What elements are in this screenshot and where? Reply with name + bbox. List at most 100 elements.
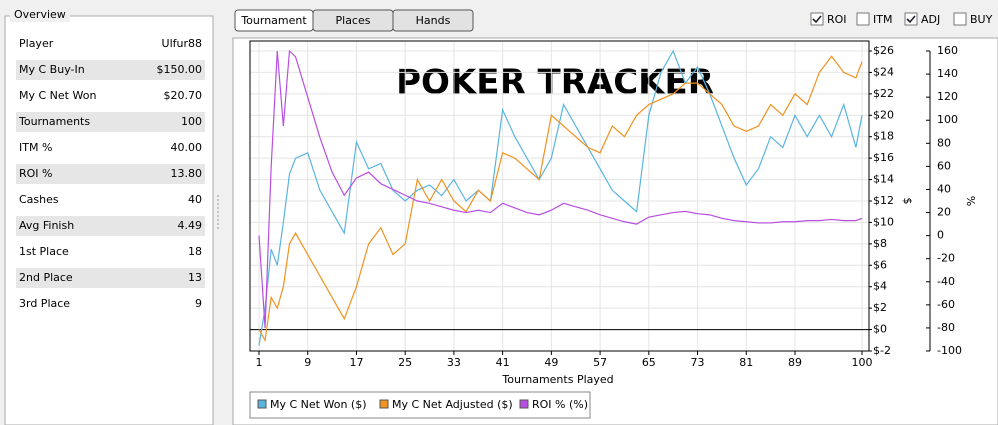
x-tick-label: 1 [256, 356, 263, 369]
x-tick-label: 89 [788, 356, 802, 369]
checkbox[interactable] [810, 12, 824, 26]
row-label: ITM % [19, 141, 52, 154]
check-mark[interactable] [812, 15, 822, 24]
y2-tick-label: 80 [937, 136, 951, 149]
legend-box [249, 391, 591, 419]
x-tick-label: 33 [447, 356, 461, 369]
tab-label[interactable]: Places [336, 14, 371, 27]
series-line [258, 49, 863, 346]
row-label: Avg Finish [19, 219, 74, 232]
y-tick-label: $22 [873, 87, 894, 100]
chart-panel [232, 37, 998, 425]
row-value: 9 [195, 297, 202, 310]
y-tick-label: $14 [873, 173, 894, 186]
tab-label[interactable]: Hands [416, 14, 451, 27]
row-label: ROI % [19, 167, 53, 180]
row-label: Player [19, 37, 54, 50]
x-tick-label: 49 [544, 356, 558, 369]
legend-swatch [257, 399, 267, 409]
row-label: 2nd Place [19, 271, 73, 284]
row-value: 40 [188, 193, 202, 206]
legend-label: My C Net Won ($) [270, 398, 367, 411]
y-tick-label: $2 [873, 301, 887, 314]
legend-swatch [519, 399, 529, 409]
row-bg [16, 268, 205, 288]
row-value: $20.70 [164, 89, 203, 102]
checkbox[interactable] [856, 12, 870, 26]
x-tick-label: 65 [642, 356, 656, 369]
y-tick-label: $-2 [873, 344, 891, 357]
x-tick-label: 81 [739, 356, 753, 369]
y2-tick-label: -60 [937, 298, 955, 311]
checkbox[interactable] [904, 12, 918, 26]
y2-tick-label: 20 [937, 206, 951, 219]
row-bg [16, 60, 205, 80]
series-line [258, 55, 863, 343]
row-value: 40.00 [171, 141, 203, 154]
check-mark[interactable] [906, 15, 916, 24]
legend-label: ROI % (%) [532, 398, 588, 411]
y-tick-label: $26 [873, 44, 894, 57]
x-tick-label: 25 [398, 356, 412, 369]
y2-tick-label: 140 [937, 67, 958, 80]
checkbox-label[interactable]: ADJ [921, 13, 940, 26]
row-value: 18 [188, 245, 202, 258]
row-bg [16, 112, 205, 132]
y2-tick-label: 160 [937, 44, 958, 57]
y2-tick-label: 60 [937, 159, 951, 172]
row-label: My C Buy-In [19, 63, 85, 76]
y-tick-label: $8 [873, 237, 887, 250]
y2-axis-label: % [964, 196, 977, 206]
row-label: Tournaments [18, 115, 90, 128]
x-tick-label: 57 [593, 356, 607, 369]
tab-label[interactable]: Tournament [240, 14, 307, 27]
y-tick-label: $16 [873, 151, 894, 164]
y2-tick-label: -40 [937, 275, 955, 288]
row-value: Ulfur88 [162, 37, 202, 50]
checkbox-label[interactable]: ROI [827, 13, 847, 26]
y-tick-label: $24 [873, 65, 894, 78]
y-tick-label: $6 [873, 258, 887, 271]
x-tick-label: 73 [691, 356, 705, 369]
y-tick-label: $4 [873, 280, 887, 293]
tab[interactable] [392, 9, 474, 32]
x-tick-label: 100 [852, 356, 873, 369]
row-label: Cashes [19, 193, 59, 206]
row-value: 13 [188, 271, 202, 284]
y-tick-label: $12 [873, 194, 894, 207]
y-tick-label: $20 [873, 108, 894, 121]
legend-swatch [379, 399, 389, 409]
watermark: POKER TRACKER [396, 63, 714, 103]
y2-tick-label: -80 [937, 321, 955, 334]
y-tick-label: $18 [873, 130, 894, 143]
y2-tick-label: 40 [937, 182, 951, 195]
row-value: 4.49 [178, 219, 203, 232]
y2-tick-label: 120 [937, 90, 958, 103]
checkbox-label[interactable]: ITM [873, 13, 892, 26]
x-tick-label: 17 [349, 356, 363, 369]
row-bg [16, 164, 205, 184]
checkbox-label[interactable]: BUY [970, 13, 993, 26]
y-tick-label: $0 [873, 323, 887, 336]
overview-title-bg [10, 8, 70, 22]
series-line [258, 49, 863, 328]
row-bg [16, 216, 205, 236]
y2-tick-label: -20 [937, 252, 955, 265]
y2-tick-label: 100 [937, 113, 958, 126]
row-label: 3rd Place [19, 297, 70, 310]
legend-label: My C Net Adjusted ($) [392, 398, 513, 411]
x-axis-label: Tournaments Played [501, 373, 613, 386]
x-tick-label: 41 [496, 356, 510, 369]
x-tick-label: 9 [304, 356, 311, 369]
plot-frame [249, 40, 870, 352]
row-label: 1st Place [19, 245, 69, 258]
y-axis-label: $ [901, 198, 914, 205]
checkbox[interactable] [953, 12, 967, 26]
y2-tick-label: 0 [937, 229, 944, 242]
row-label: My C Net Won [19, 89, 96, 102]
row-value: $150.00 [157, 63, 203, 76]
y2-tick-label: -100 [937, 344, 962, 357]
row-value: 13.80 [171, 167, 203, 180]
